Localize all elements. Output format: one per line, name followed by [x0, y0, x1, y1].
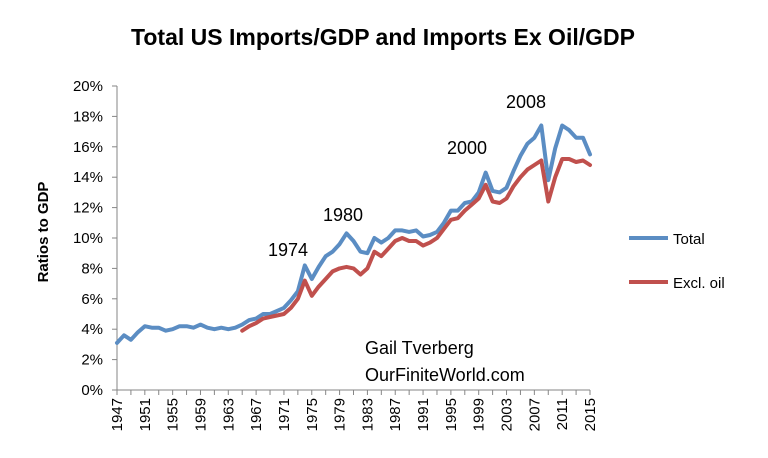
y-tick-label: 14%: [73, 169, 103, 186]
y-tick-label: 6%: [81, 291, 103, 308]
x-tick-label: 1971: [276, 398, 293, 431]
series-lines: [115, 123, 592, 345]
x-tick-label: 1975: [304, 398, 321, 431]
x-tick-label: 1979: [332, 398, 349, 431]
y-tick-labels: 0% 2% 4% 6% 8% 10% 12% 14% 16% 18% 20%: [73, 78, 103, 399]
x-tick-label: 2003: [499, 398, 516, 431]
x-tick-label: 1991: [415, 398, 432, 431]
y-tick-label: 16%: [73, 139, 103, 156]
x-tick-label: 1963: [220, 398, 237, 431]
x-tick-label: 2007: [526, 398, 543, 431]
x-tick-label: 1999: [471, 398, 488, 431]
x-tick-label: 1947: [109, 398, 126, 431]
x-tick-label: 1995: [443, 398, 460, 431]
y-tick-label: 8%: [81, 260, 103, 277]
y-tick-label: 18%: [73, 108, 103, 125]
x-tick-label: 1951: [137, 398, 154, 431]
chart-title: Total US Imports/GDP and Imports Ex Oil/…: [131, 24, 635, 50]
y-tick-label: 2%: [81, 352, 103, 369]
legend-label-excl-oil: Excl. oil: [673, 275, 725, 292]
x-tick-label: 1987: [387, 398, 404, 431]
y-tick-label: 20%: [73, 78, 103, 95]
y-tick-label: 4%: [81, 321, 103, 338]
x-tick-marks: [116, 390, 591, 395]
annotation-2000: 2000: [447, 138, 487, 158]
series-line-total: [115, 123, 592, 345]
series-line-excl-oil: [240, 157, 592, 333]
y-tick-label: 0%: [81, 382, 103, 399]
y-axis-label: Ratios to GDP: [35, 182, 52, 283]
website-credit: OurFiniteWorld.com: [365, 365, 525, 385]
legend-label-total: Total: [673, 231, 705, 248]
legend: Total Excl. oil: [629, 231, 725, 292]
author-credit: Gail Tverberg: [365, 338, 474, 358]
x-tick-labels: 1947 1951 1955 1959 1963 1967 1971 1975 1979 1983…: [109, 398, 599, 431]
x-tick-label: 1967: [248, 398, 265, 431]
x-tick-label: 1983: [359, 398, 376, 431]
x-tick-label: 1959: [192, 398, 209, 431]
x-tick-label: 2015: [582, 398, 599, 431]
annotation-1974: 1974: [268, 240, 308, 260]
y-tick-marks: [112, 85, 117, 391]
annotation-2008: 2008: [506, 92, 546, 112]
y-tick-label: 12%: [73, 200, 103, 217]
y-tick-label: 10%: [73, 230, 103, 247]
annotation-1980: 1980: [323, 205, 363, 225]
x-tick-label: 2011: [554, 398, 571, 430]
x-tick-label: 1955: [165, 398, 182, 431]
